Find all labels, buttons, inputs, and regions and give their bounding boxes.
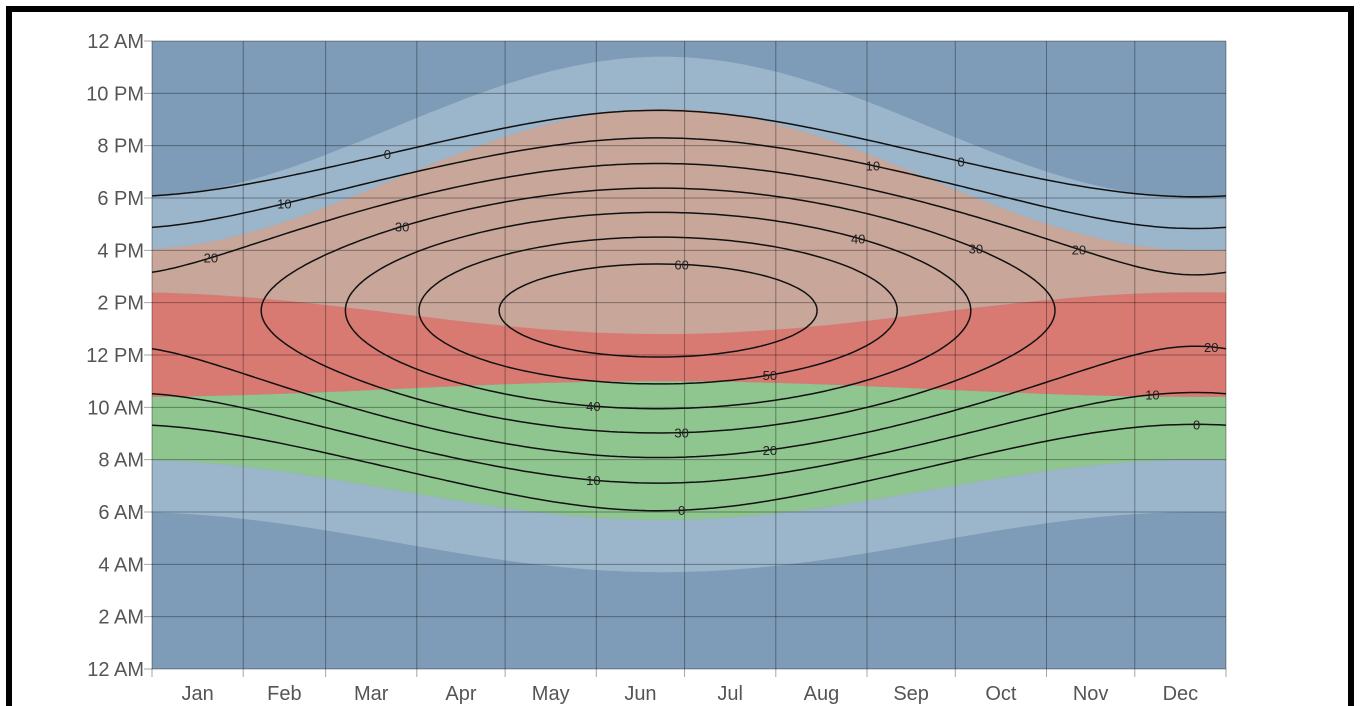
contour-line-20 <box>151 162 1227 459</box>
y-tick-label: 4 AM <box>98 554 144 576</box>
contour-label: 30 <box>674 426 688 441</box>
contour-label: 20 <box>204 251 218 266</box>
y-tick-label: 12 PM <box>86 345 144 367</box>
morning-band <box>152 381 1226 520</box>
x-tick-label: Nov <box>1073 683 1109 705</box>
y-tick-label: 2 PM <box>97 293 144 315</box>
y-tick-label: 6 AM <box>98 502 144 524</box>
y-tick-label: 10 PM <box>86 83 144 105</box>
contour-label: 10 <box>1145 388 1159 403</box>
y-tick-label: 12 AM <box>87 659 144 681</box>
x-tick-label: Oct <box>985 683 1017 705</box>
y-tick-label: 4 PM <box>97 240 144 262</box>
x-tick-label: Jan <box>181 683 213 705</box>
chart-frame: 0 0 0 0 10 10 10 10 20 20 20 20 30 30 30 40 40 50 60 Jan F… <box>6 6 1354 706</box>
evening-band <box>152 109 1226 335</box>
contour-label: 30 <box>395 219 409 234</box>
y-axis-labels: 12 AM 2 AM 4 AM 6 AM 8 AM 10 AM 12 PM 2 … <box>86 31 144 681</box>
contour-line-30 <box>260 187 1056 434</box>
x-axis-labels: Jan Feb Mar Apr May Jun Jul Aug Sep Oct … <box>181 683 1198 705</box>
x-tick-label: Dec <box>1163 683 1199 705</box>
contour-label: 0 <box>1193 417 1200 432</box>
contour-label: 10 <box>866 159 880 174</box>
morning-twilight-band <box>152 459 1226 573</box>
y-tick-label: 2 AM <box>98 607 144 629</box>
y-tick-label: 12 AM <box>87 31 144 53</box>
y-tick-label: 8 AM <box>98 450 144 472</box>
contour-label: 20 <box>1072 242 1086 257</box>
x-tick-label: Aug <box>804 683 840 705</box>
x-tick-label: Jul <box>717 683 743 705</box>
contour-label: 0 <box>958 154 965 169</box>
contour-label: 0 <box>678 503 685 518</box>
evening-twilight-band <box>152 56 1226 251</box>
elevation-contours: 0 0 0 0 10 10 10 10 20 20 20 20 30 30 30 40 40 50 60 <box>151 109 1227 518</box>
contour-label: 40 <box>851 231 865 246</box>
x-tick-label: Apr <box>445 683 476 705</box>
grid-lines <box>144 40 1227 677</box>
contour-line-50 <box>418 236 898 385</box>
contour-line-40 <box>344 211 972 410</box>
y-tick-label: 10 AM <box>87 397 144 419</box>
contour-label: 20 <box>763 443 777 458</box>
contour-label: 10 <box>586 473 600 488</box>
x-tick-label: Feb <box>267 683 301 705</box>
x-tick-label: May <box>532 683 570 705</box>
contour-label: 60 <box>674 257 688 272</box>
daylight-bands <box>152 41 1226 669</box>
x-tick-label: Jun <box>624 683 656 705</box>
contour-line-10 <box>151 137 1227 484</box>
contour-label: 30 <box>969 241 983 256</box>
contour-line-60 <box>498 263 818 358</box>
contour-label: 0 <box>384 147 391 162</box>
x-tick-label: Mar <box>354 683 389 705</box>
y-tick-label: 6 PM <box>97 188 144 210</box>
contour-label: 50 <box>763 368 777 383</box>
contour-line-0 <box>151 109 1227 512</box>
contour-label: 10 <box>277 197 291 212</box>
x-tick-label: Sep <box>893 683 929 705</box>
contour-label: 20 <box>1204 340 1218 355</box>
contour-label: 40 <box>586 399 600 414</box>
sun-elevation-chart: 0 0 0 0 10 10 10 10 20 20 20 20 30 30 30 40 40 50 60 Jan F… <box>86 31 1227 705</box>
y-tick-label: 8 PM <box>97 136 144 158</box>
